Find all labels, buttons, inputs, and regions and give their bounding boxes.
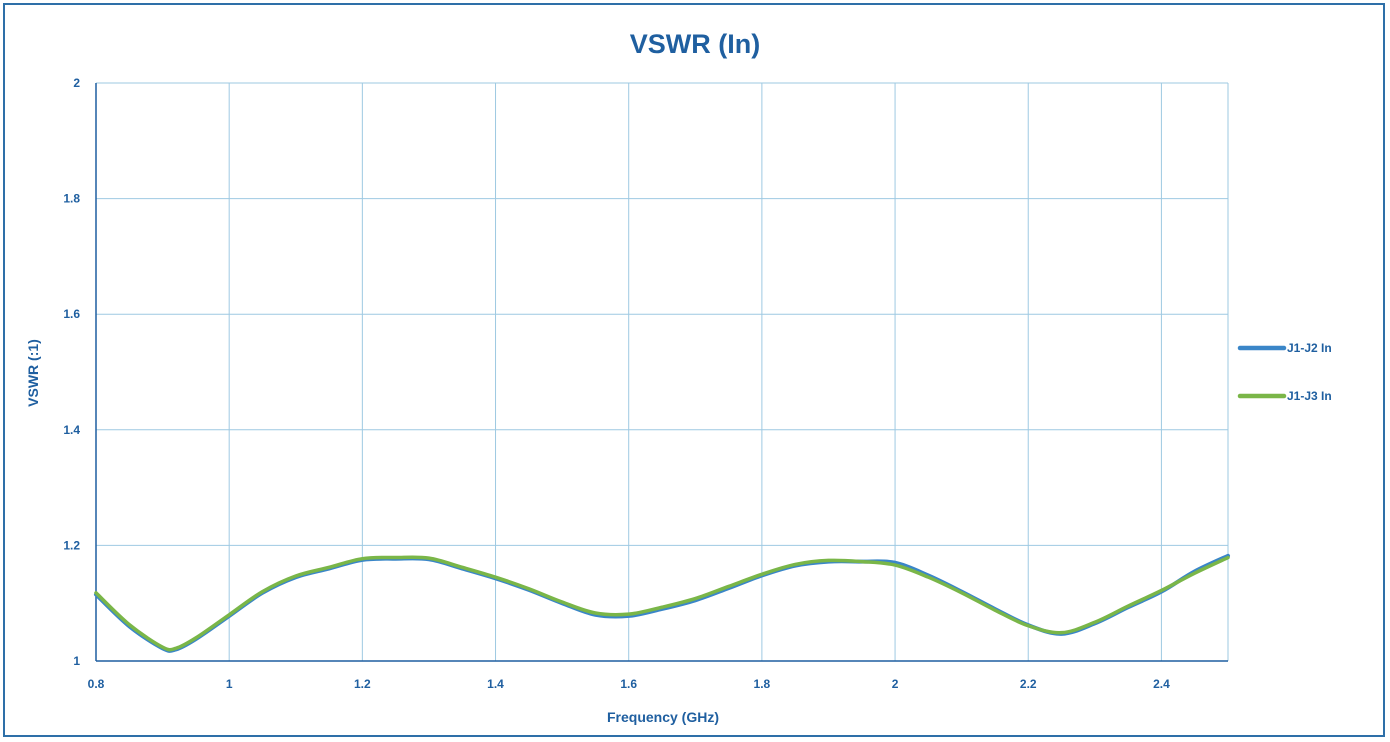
axis-layer [95, 83, 1228, 662]
legend: J1-J2 In J1-J3 In [1237, 341, 1332, 403]
x-tick-label: 1 [226, 677, 233, 691]
series-layer [94, 553, 1230, 653]
x-tick-label: 1.6 [620, 677, 637, 691]
series-line-1 [94, 553, 1230, 653]
y-tick-label: 1 [73, 654, 80, 668]
x-axis-title: Frequency (GHz) [607, 709, 719, 725]
tick-layer: 1 1.2 1.4 1.6 1.8 2 0.8 1 1.2 1.4 1.6 1.8 2 2.2 2.4 [63, 76, 1170, 691]
x-tick-label: 1.2 [354, 677, 371, 691]
chart-title: VSWR (In) [630, 29, 760, 59]
y-tick-label: 1.8 [63, 192, 80, 206]
x-tick-label: 2 [892, 677, 899, 691]
legend-label: J1-J2 In [1287, 341, 1332, 355]
y-tick-label: 1.2 [63, 538, 80, 552]
x-tick-label: 1.4 [487, 677, 504, 691]
x-tick-label: 2.4 [1153, 677, 1170, 691]
grid-layer [96, 82, 1229, 661]
y-axis-title: VSWR (:1) [25, 339, 41, 407]
y-tick-label: 1.4 [63, 423, 80, 437]
legend-label: J1-J3 In [1287, 389, 1332, 403]
x-tick-label: 1.8 [754, 677, 771, 691]
y-tick-label: 1.6 [63, 307, 80, 321]
y-tick-label: 2 [73, 76, 80, 90]
x-tick-label: 0.8 [88, 677, 105, 691]
series-line-2 [94, 555, 1230, 652]
x-tick-label: 2.2 [1020, 677, 1037, 691]
